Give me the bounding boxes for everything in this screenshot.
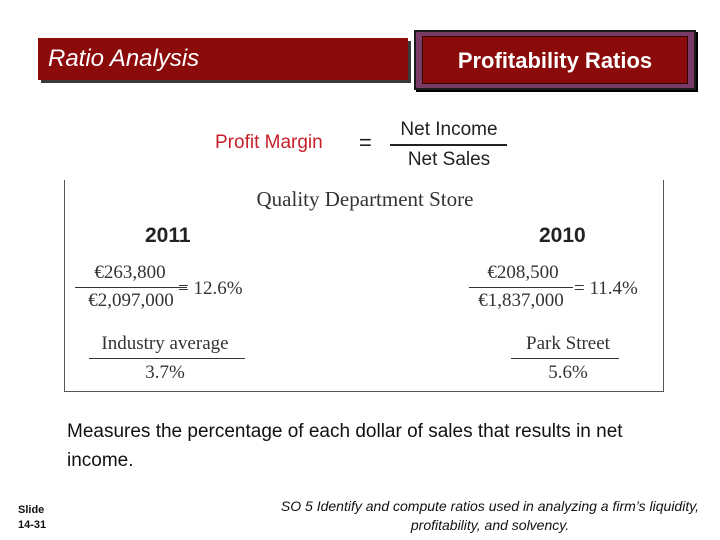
- slide-number: Slide 14-31: [18, 503, 46, 533]
- net-sales-left: €2,097,000: [88, 290, 174, 311]
- section-title: Ratio Analysis: [48, 45, 200, 72]
- comparison-label-left: Industry average: [101, 333, 229, 354]
- margin-left: = 12.6%: [178, 278, 243, 299]
- net-income-left: €263,800: [94, 262, 166, 283]
- year-right: 2010: [539, 224, 586, 247]
- company-name: Quality Department Store: [256, 187, 474, 211]
- comparison-value-right: 5.6%: [548, 362, 588, 383]
- year-left: 2011: [145, 224, 191, 247]
- margin-right: = 11.4%: [574, 278, 638, 299]
- study-objective: SO 5 Identify and compute ratios used in…: [280, 498, 700, 533]
- slide-id: 14-31: [18, 519, 47, 531]
- topic-banner: Profitability Ratios: [414, 30, 696, 90]
- comparison-line-right: [511, 358, 619, 359]
- example-panel: Quality Department Store 2011 €263,800 €…: [64, 180, 664, 392]
- net-income-right: €208,500: [487, 262, 559, 283]
- topic-title: Profitability Ratios: [422, 36, 688, 84]
- fraction-line-left: [75, 287, 187, 288]
- formula-numerator: Net Income: [400, 119, 498, 140]
- fraction-line-right: [469, 287, 573, 288]
- comparison-label-right: Park Street: [526, 333, 610, 354]
- slide-label: Slide: [18, 504, 45, 516]
- formula-label: Profit Margin: [215, 132, 323, 153]
- section-banner: Ratio Analysis: [38, 38, 408, 80]
- fraction-bar: [390, 144, 507, 146]
- ratio-description: Measures the percentage of each dollar o…: [67, 421, 623, 471]
- formula-denominator: Net Sales: [407, 149, 491, 170]
- comparison-line-left: [89, 358, 245, 359]
- formula-equals: =: [359, 130, 372, 155]
- net-sales-right: €1,837,000: [478, 290, 564, 311]
- comparison-value-left: 3.7%: [145, 362, 185, 383]
